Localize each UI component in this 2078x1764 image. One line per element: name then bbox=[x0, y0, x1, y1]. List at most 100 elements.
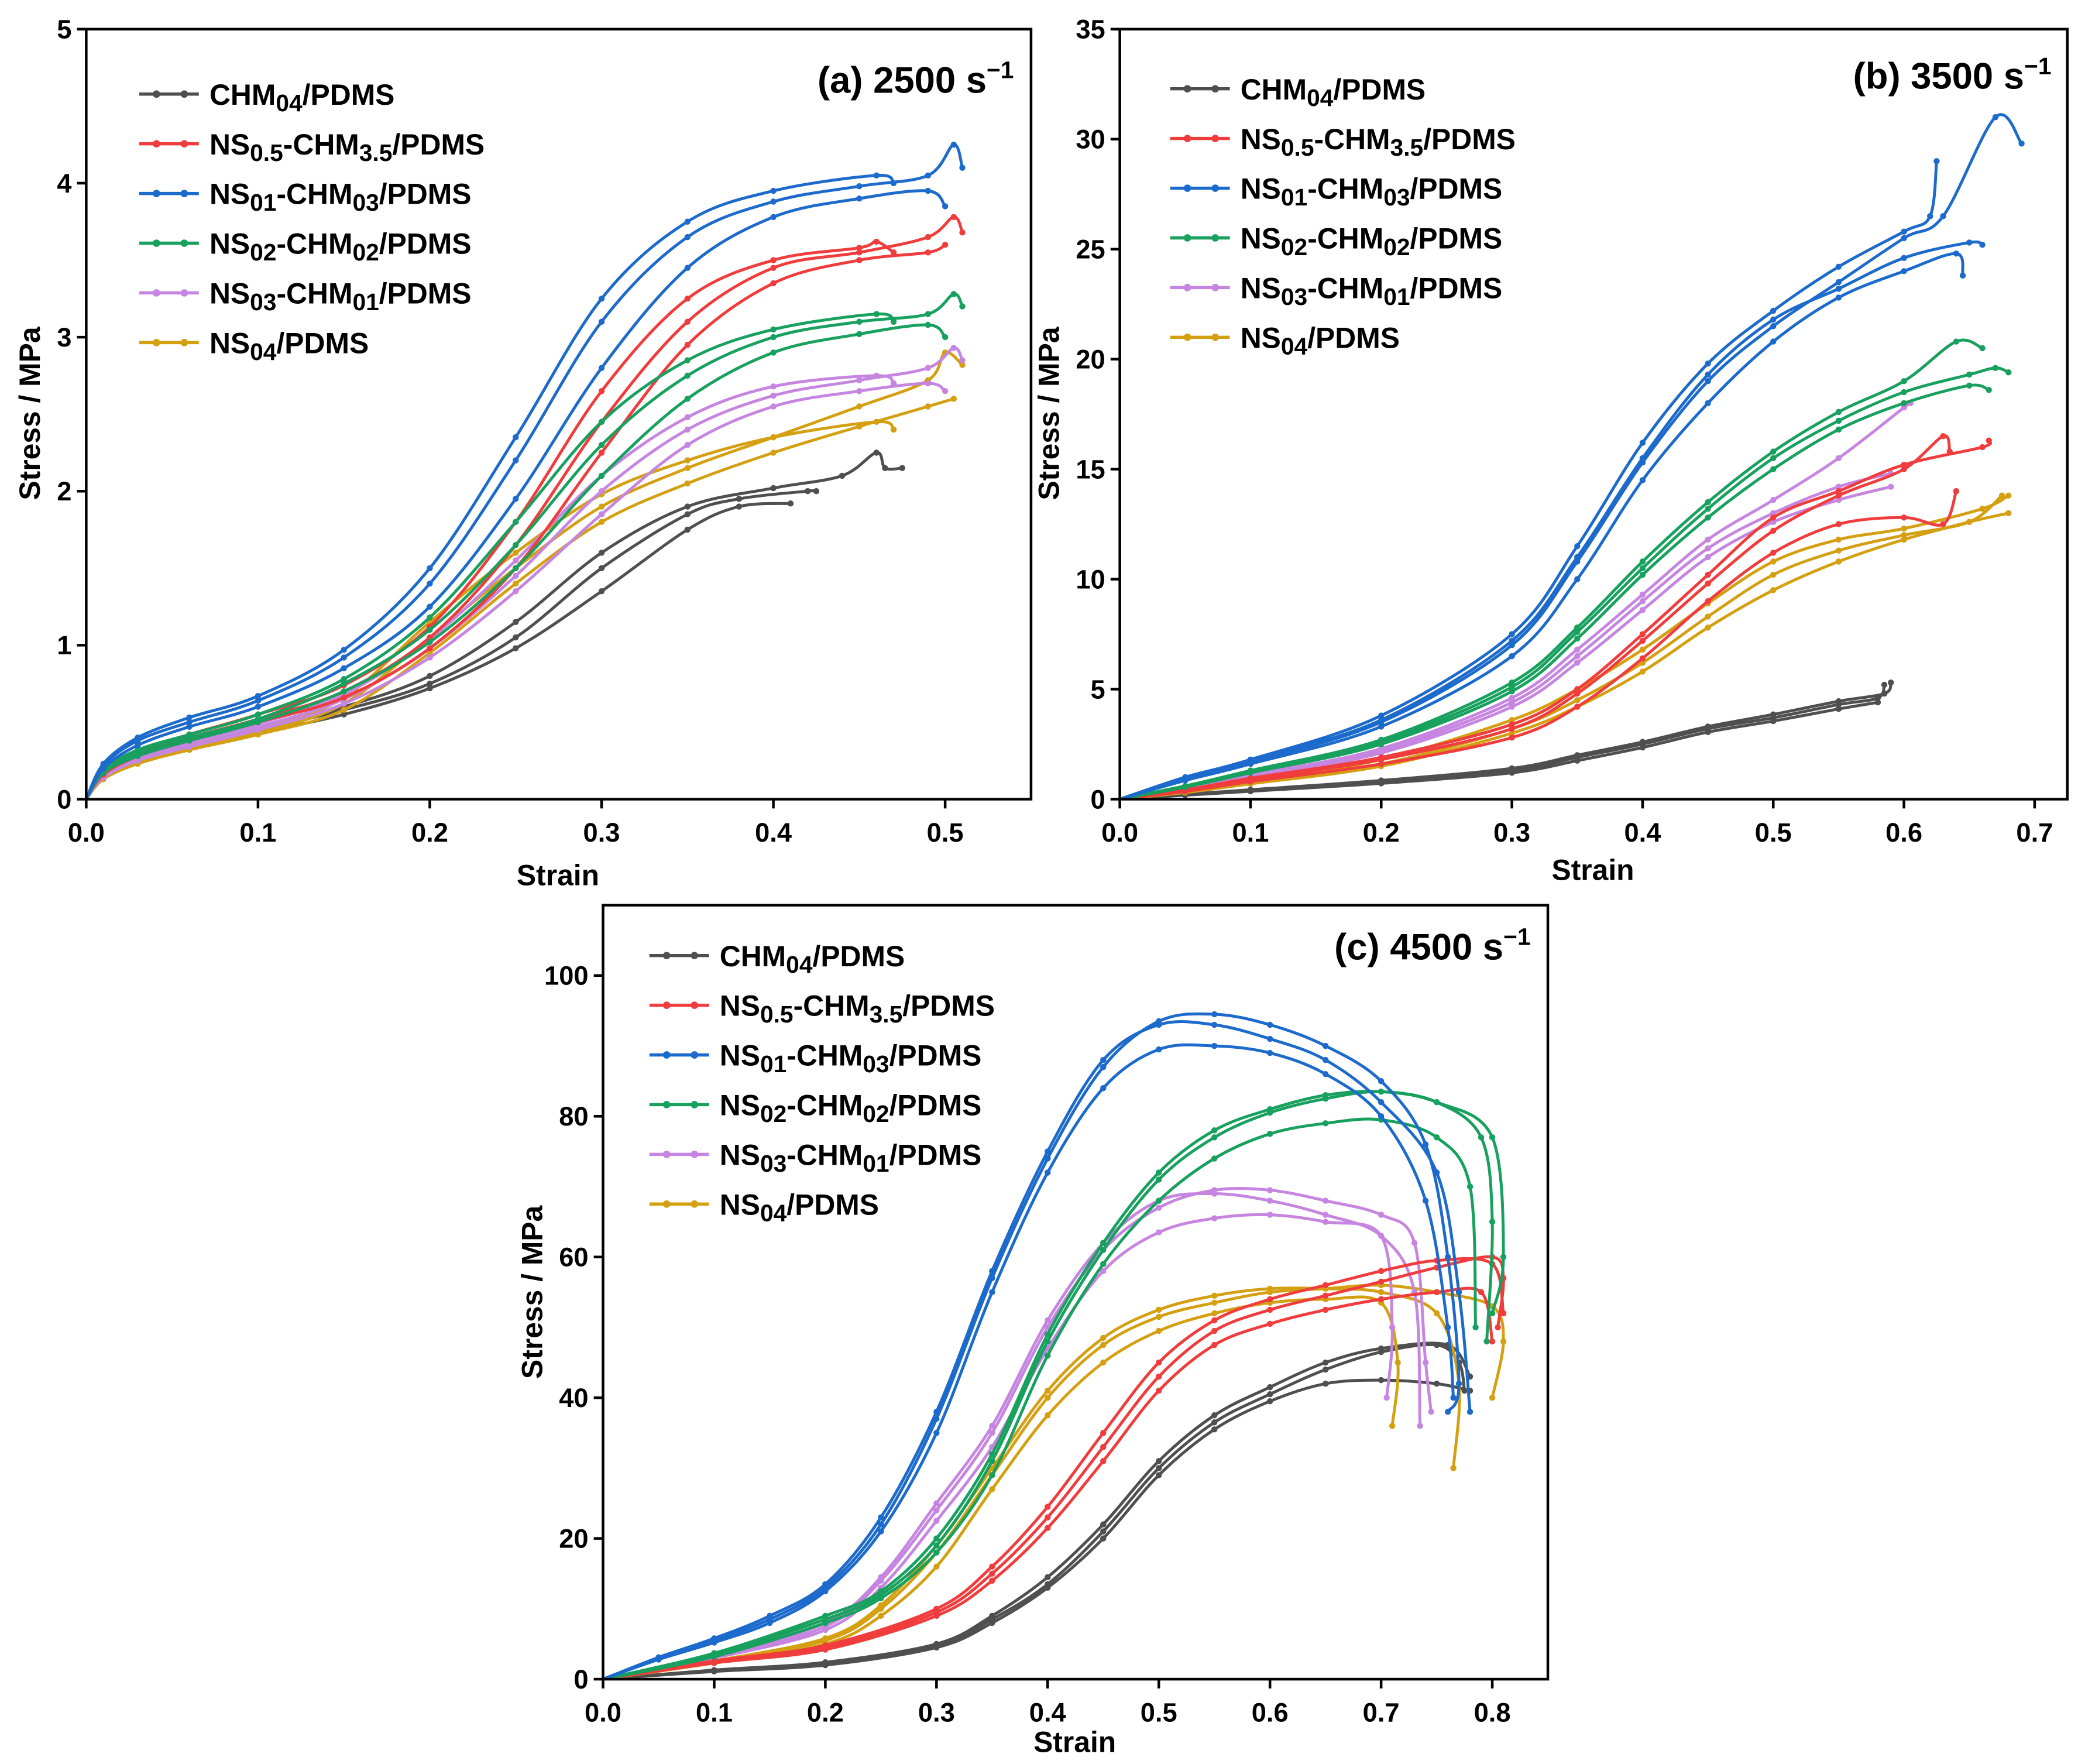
panel-c-series-1-curve-2-point-5 bbox=[1045, 1504, 1051, 1510]
panel-b-series-2-curve-0-point-3 bbox=[1378, 712, 1385, 719]
panel-b-series-3-curve-2-point-11 bbox=[1966, 371, 1973, 378]
panel-a-series-4-curve-2-point-7 bbox=[513, 557, 519, 564]
panel-b-series-3-curve-0-point-6 bbox=[1639, 558, 1646, 565]
panel-c-series-1-curve-0-point-15 bbox=[1495, 1324, 1501, 1331]
panel-b-series-2-curve-0-point-4 bbox=[1509, 631, 1515, 637]
legend-label-part: /PDMS bbox=[1410, 173, 1503, 205]
panel-a-series-5-curve-2-point-12 bbox=[890, 426, 897, 433]
panel-c-series-1-curve-1-point-10 bbox=[1322, 1306, 1329, 1313]
panel-a-series-0-curve-2-point-13 bbox=[882, 465, 888, 471]
panel-c-series-1-curve-0-point-11 bbox=[1378, 1278, 1385, 1285]
legend-label-part: /PDMS bbox=[1410, 272, 1503, 305]
legend-label-part: 0.5 bbox=[760, 1001, 794, 1028]
panel-b-x-tick-label: 0.5 bbox=[1755, 818, 1792, 847]
panel-a-series-3-curve-0-point-7 bbox=[513, 542, 519, 548]
panel-b-series-1-curve-0-point-6 bbox=[1639, 637, 1646, 644]
panel-b-series-1-curve-1-point-8 bbox=[1770, 550, 1777, 556]
panel-b-series-4-curve-0-point-9 bbox=[1835, 455, 1842, 462]
panel-a-series-5-curve-1-point-6 bbox=[427, 650, 433, 656]
legend-label-part: /PDMS bbox=[889, 1089, 982, 1122]
legend-label-part: 0.5 bbox=[1281, 134, 1314, 161]
panel-a-series-2-curve-2-point-6 bbox=[427, 565, 433, 571]
panel-b-series-3-curve-1-point-8 bbox=[1770, 466, 1777, 472]
legend-label-part: 01 bbox=[863, 1150, 889, 1177]
panel-c-series-2-curve-0-point-14 bbox=[1378, 1077, 1385, 1085]
legend-label-part: 02 bbox=[863, 1100, 889, 1127]
panel-a-series-3-curve-2-point-10 bbox=[770, 326, 777, 333]
panel-b-series-1-curve-2-point-10 bbox=[1901, 461, 1907, 468]
panel-b-series-0-curve-1-point-10 bbox=[1874, 699, 1881, 706]
panel-c-series-0-curve-0-point-6 bbox=[1100, 1528, 1107, 1535]
panel-c-series-1-curve-2-point-6 bbox=[1100, 1430, 1107, 1436]
panel-a-series-4-curve-2-point-12 bbox=[890, 380, 897, 387]
panel-a-series-3-curve-1-point-4 bbox=[255, 719, 262, 726]
panel-a-series-2-curve-0-point-6 bbox=[427, 580, 433, 587]
legend-label-part: 04 bbox=[1307, 84, 1334, 111]
panel-a-series-5-curve-0-point-11 bbox=[856, 403, 863, 410]
legend-label-part: -CHM bbox=[276, 228, 352, 260]
panel-b-y-axis-label: Stress / MPa bbox=[1032, 326, 1065, 500]
panel-b-series-2-curve-1-point-13 bbox=[2018, 140, 2025, 147]
panel-c-series-2-curve-2-point-11 bbox=[1211, 1021, 1218, 1028]
panel-a-series-4-curve-1-point-9 bbox=[684, 442, 691, 448]
panel-a-x-tick-label: 0.0 bbox=[68, 818, 105, 847]
panel-c-series-1-curve-2-point-11 bbox=[1378, 1268, 1385, 1274]
panel-c-series-5-curve-0-point-15 bbox=[1500, 1338, 1507, 1345]
panel-c-series-4-curve-0-point-10 bbox=[1266, 1187, 1273, 1193]
legend-swatch-marker bbox=[691, 1001, 699, 1009]
panel-b-series-group bbox=[1119, 113, 2025, 799]
panel-c-series-3-curve-1-point-2 bbox=[822, 1619, 829, 1626]
panel-c-series-3-curve-2-point-12 bbox=[1378, 1089, 1385, 1095]
panel-a-x-axis-label: Strain bbox=[517, 859, 599, 892]
panel-c-series-4-curve-0-point-15 bbox=[1428, 1409, 1434, 1415]
panel-a-series-0-curve-0-point-11 bbox=[805, 488, 811, 495]
panel-b-series-1-curve-0-point-8 bbox=[1770, 527, 1777, 534]
panel-a-series-2-curve-1-point-3 bbox=[186, 723, 193, 730]
panel-c-series-3-curve-2-point-13 bbox=[1433, 1099, 1440, 1106]
panel-b-series-3-curve-2-point-13 bbox=[2005, 369, 2012, 376]
panel-a-series-3-curve-2-point-5 bbox=[341, 676, 347, 682]
panel-b-y-tick-label: 35 bbox=[1076, 15, 1105, 44]
panel-a-series-0-curve-2-point-10 bbox=[770, 485, 777, 492]
panel-b-series-4-curve-2-point-5 bbox=[1574, 653, 1581, 660]
panel-b-series-2-curve-3-point-10 bbox=[1901, 255, 1907, 261]
legend-swatch-marker bbox=[153, 239, 160, 247]
panel-c-series-1-curve-0-point-4 bbox=[989, 1570, 995, 1577]
panel-c-x-axis-label: Strain bbox=[1033, 1726, 1116, 1759]
legend-entry-3: NS02-CHM02/PDMS bbox=[649, 1089, 982, 1127]
panel-a-series-3-curve-1-point-12 bbox=[925, 321, 931, 328]
legend-label-part: 02 bbox=[760, 1100, 786, 1127]
panel-c-series-3-curve-1-point-9 bbox=[1211, 1155, 1218, 1162]
panel-a-series-1-curve-0-point-9 bbox=[684, 318, 691, 325]
panel-c-series-0-curve-0-point-8 bbox=[1211, 1419, 1218, 1426]
legend-label-part: NS bbox=[720, 1188, 760, 1221]
panel-b-series-0-curve-2-point-4 bbox=[1509, 765, 1515, 772]
panel-a-series-4-curve-0-point-10 bbox=[770, 392, 777, 399]
panel-c-series-3-curve-0-point-16 bbox=[1483, 1338, 1490, 1345]
panel-a-series-5-curve-2-point-10 bbox=[770, 434, 777, 441]
legend-label-part: NS bbox=[1241, 173, 1281, 205]
panel-a-series-0-curve-1-point-8 bbox=[598, 588, 605, 595]
panel-c-series-3-curve-0-point-14 bbox=[1478, 1134, 1485, 1141]
panel-b-series-3-curve-0-point-9 bbox=[1835, 409, 1842, 416]
legend-label-part: /PDMS bbox=[379, 178, 472, 211]
legend-label-part: CHM bbox=[209, 78, 276, 111]
legend-label-part: CHM bbox=[720, 940, 786, 973]
legend-swatch-marker bbox=[1211, 184, 1220, 192]
panel-c-series-0-curve-1-point-10 bbox=[1322, 1380, 1329, 1387]
panel-c-series-0-curve-2-point-8 bbox=[1211, 1412, 1218, 1419]
panel-b-series-1-curve-1-point-12 bbox=[1953, 488, 1960, 495]
panel-b-series-2-curve-0-point-12 bbox=[1933, 158, 1940, 164]
panel-a-x-tick-label: 0.4 bbox=[755, 818, 792, 847]
panel-b-series-0-curve-2-point-3 bbox=[1378, 777, 1385, 784]
legend-label-part: -CHM bbox=[276, 178, 352, 211]
panel-b-series-1-curve-2-point-12 bbox=[1986, 437, 1992, 444]
legend-label: NS0.5-CHM3.5/PDMS bbox=[209, 128, 485, 166]
legend-swatch-marker bbox=[153, 339, 160, 346]
panel-a-series-0-curve-0-point-8 bbox=[598, 565, 605, 571]
panel-b-series-3-curve-0-point-11 bbox=[1953, 338, 1960, 345]
panel-a-series-2-curve-0-point-7 bbox=[513, 457, 519, 464]
panel-a-series-2-curve-2-point-9 bbox=[684, 218, 691, 225]
legend-entry-2: NS01-CHM03/PDMS bbox=[1170, 173, 1503, 211]
